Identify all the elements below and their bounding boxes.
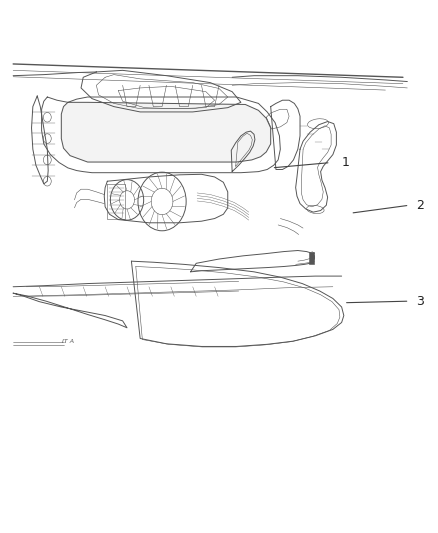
Polygon shape [61,102,271,162]
Polygon shape [309,252,314,264]
Text: 1: 1 [342,156,350,169]
Text: 2: 2 [416,199,424,212]
Text: IT A: IT A [62,338,74,344]
Text: 3: 3 [416,295,424,308]
